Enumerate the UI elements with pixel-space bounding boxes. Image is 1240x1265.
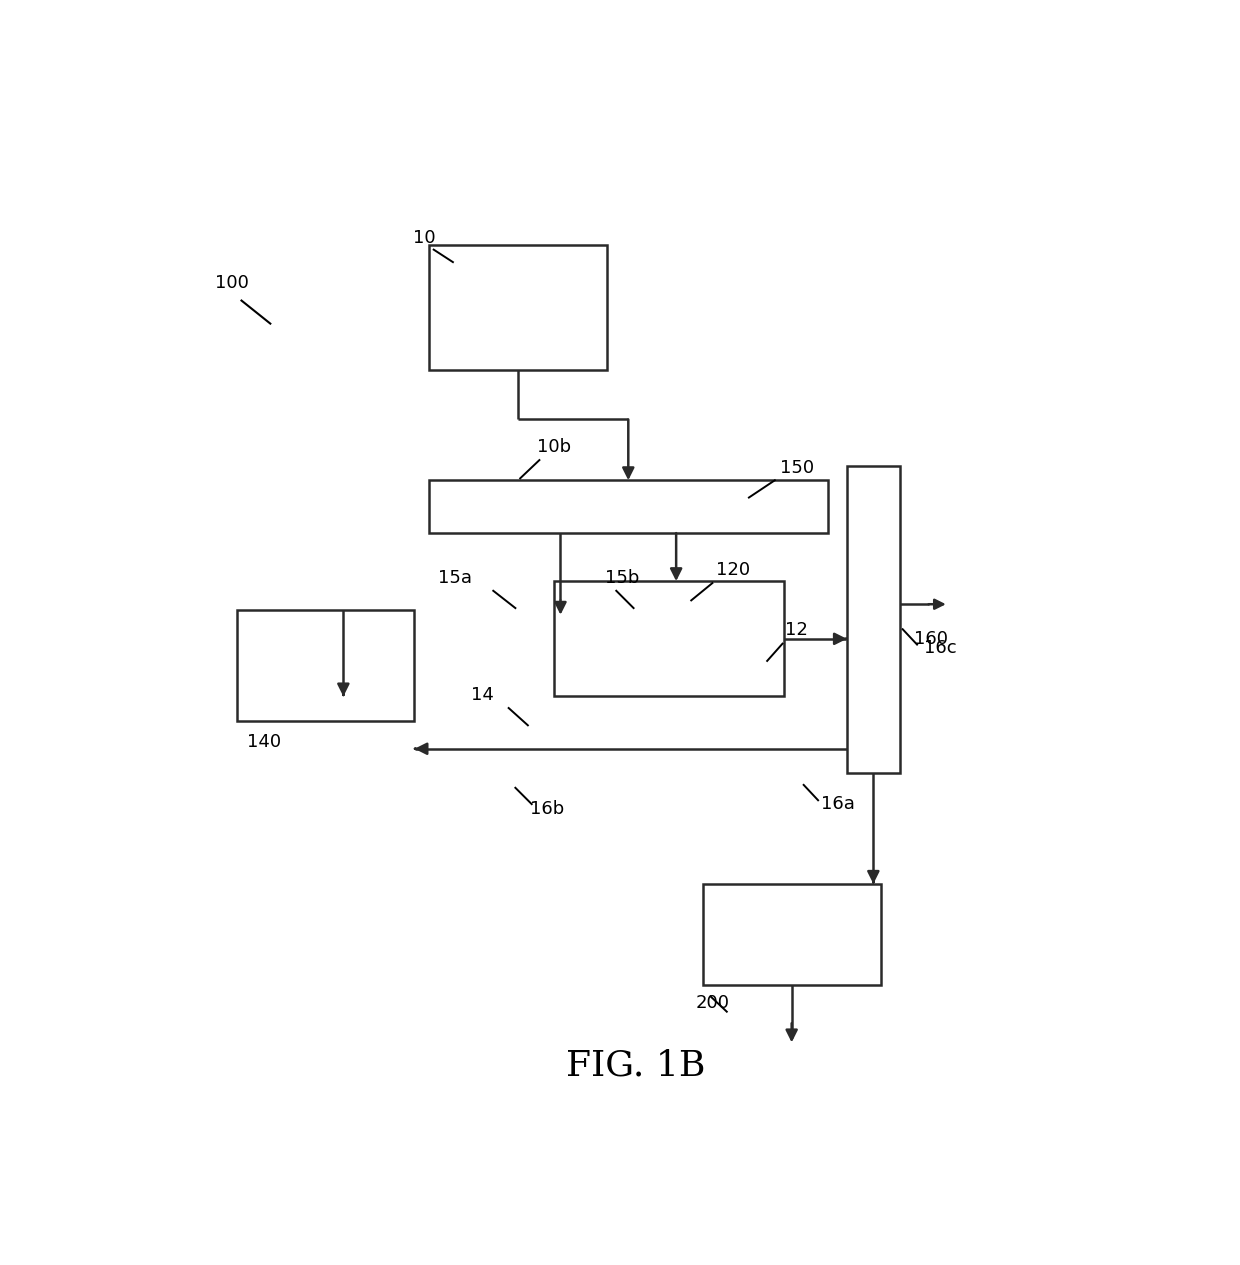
Text: 15b: 15b xyxy=(605,569,639,587)
Text: 120: 120 xyxy=(717,562,750,579)
Bar xyxy=(703,884,880,984)
Text: 140: 140 xyxy=(247,732,281,751)
Bar xyxy=(847,466,900,773)
Text: 10: 10 xyxy=(413,229,435,247)
Text: 15a: 15a xyxy=(438,569,472,587)
Text: 10b: 10b xyxy=(537,438,572,457)
Text: 160: 160 xyxy=(914,630,949,648)
Text: 16c: 16c xyxy=(924,639,956,658)
Bar xyxy=(554,581,785,697)
Text: 200: 200 xyxy=(696,994,730,1012)
Text: 16b: 16b xyxy=(529,799,564,818)
Text: 150: 150 xyxy=(780,459,813,477)
Bar xyxy=(237,610,414,721)
Text: 16a: 16a xyxy=(821,796,854,813)
Bar xyxy=(429,245,606,369)
Text: 14: 14 xyxy=(471,686,495,705)
Text: 12: 12 xyxy=(785,621,808,639)
Bar xyxy=(429,481,828,533)
Text: 100: 100 xyxy=(215,275,248,292)
Text: FIG. 1B: FIG. 1B xyxy=(565,1049,706,1083)
